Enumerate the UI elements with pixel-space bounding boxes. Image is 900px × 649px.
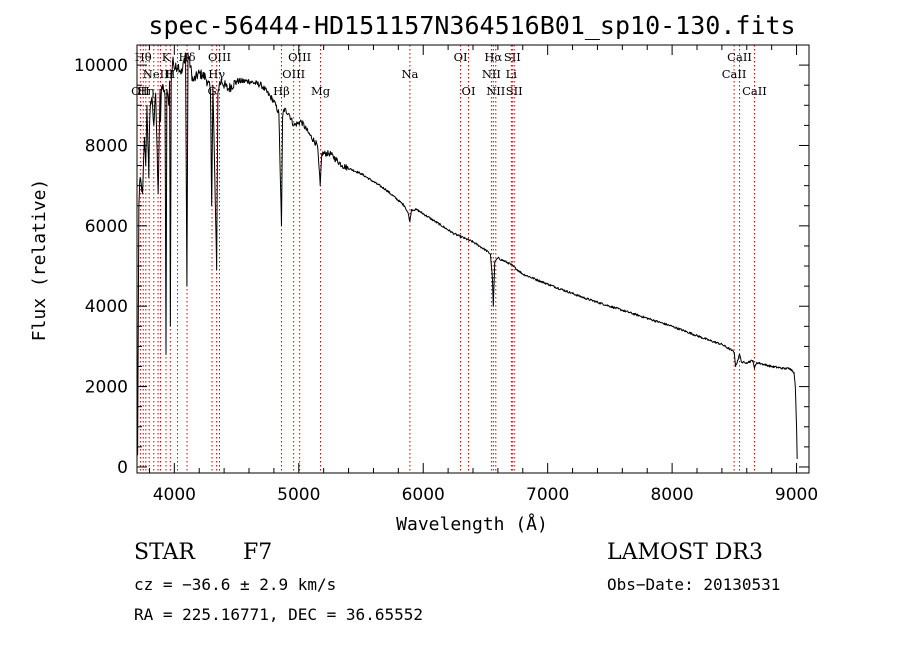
x-tick-label: 9000: [775, 485, 818, 505]
line-marker-label: Li: [506, 67, 518, 81]
line-marker-label: H: [165, 67, 175, 81]
y-tick-label: 6000: [85, 217, 128, 237]
line-marker-label: OIII: [282, 67, 305, 81]
line-marker-label: OII: [131, 84, 150, 98]
x-axis-label: Wavelength (Å): [396, 513, 548, 535]
line-marker-label: K: [162, 50, 171, 64]
y-axis-ticks: 0 2000 4000 6000 8000 10000: [74, 56, 809, 478]
line-marker-label: NII: [486, 84, 505, 98]
redshift-cz: cz = −36.6 ± 2.9 km/s: [134, 575, 336, 594]
y-tick-label: 4000: [85, 297, 128, 317]
line-marker-label: OI: [454, 50, 468, 64]
line-marker-label: G: [207, 84, 216, 98]
y-tick-label: 2000: [85, 378, 128, 398]
x-tick-label: 7000: [526, 485, 569, 505]
line-marker-label: OI: [462, 84, 476, 98]
spectral-subclass: F7: [243, 540, 272, 565]
line-marker-label: Hη: [137, 84, 154, 98]
survey-name: LAMOST DR3: [607, 540, 763, 565]
line-marker-label: Hγ: [208, 67, 225, 81]
x-axis-ticks: 4000 5000 6000 7000 8000 9000: [148, 45, 818, 505]
y-tick-label: 8000: [85, 136, 128, 156]
emission-line-markers: [139, 45, 755, 473]
y-tick-label: 10000: [74, 56, 128, 76]
line-marker-label: OIII: [208, 50, 231, 64]
emission-line-labels: OII Hθ Hη NeIII KH Hδ G Hγ OIII Hβ OIII OIII Mg Na OI O…: [131, 50, 767, 98]
ra-dec: RA = 225.16771, DEC = 36.65552: [134, 605, 423, 624]
line-marker-label: NeIII: [143, 67, 174, 81]
x-tick-label: 6000: [402, 485, 445, 505]
chart-title: spec-56444-HD151157N364516B01_sp10-130.f…: [148, 11, 795, 40]
object-type: STAR: [134, 540, 196, 565]
spectrum-series: [136, 52, 798, 459]
observation-date: Obs−Date: 20130531: [607, 575, 780, 594]
line-marker-label: NII: [482, 67, 501, 81]
x-tick-label: 5000: [277, 485, 320, 505]
line-marker-label: Hθ: [135, 50, 152, 64]
line-marker-label: Na: [401, 67, 418, 81]
y-axis-label: Flux (relative): [29, 179, 50, 342]
line-marker-label: SII: [504, 50, 521, 64]
line-marker-label: Hδ: [179, 50, 196, 64]
x-tick-label: 8000: [650, 485, 693, 505]
line-marker-label: Hβ: [273, 84, 290, 98]
plot-frame: [136, 44, 810, 474]
line-marker-label: CaII: [727, 50, 752, 64]
y-tick-label: 0: [117, 458, 128, 478]
line-marker-label: Mg: [311, 84, 331, 98]
line-marker-label: SII: [506, 84, 523, 98]
line-marker-label: OIII: [288, 50, 311, 64]
x-tick-label: 4000: [153, 485, 196, 505]
line-marker-label: CaII: [722, 67, 747, 81]
line-marker-label: CaII: [742, 84, 767, 98]
line-marker-label: Hα: [484, 50, 502, 64]
spectrum-line: [136, 52, 798, 459]
